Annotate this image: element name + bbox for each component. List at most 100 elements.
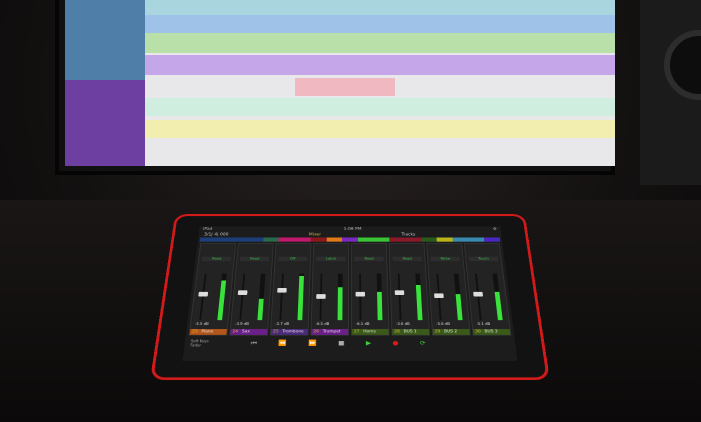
volume-fader[interactable] — [316, 273, 326, 321]
rewind-icon[interactable]: ⏪ — [278, 339, 288, 347]
volume-fader[interactable] — [277, 273, 287, 321]
volume-fader[interactable] — [198, 273, 209, 321]
track-number: 26 — [313, 329, 319, 334]
fader-cap[interactable] — [237, 290, 248, 295]
track-color-swatch[interactable] — [373, 237, 390, 242]
track-number: 24 — [232, 329, 239, 334]
track-color-swatch[interactable] — [405, 237, 422, 242]
volume-fader[interactable] — [434, 273, 444, 321]
track-name[interactable]: 26 Trumpet — [311, 329, 349, 335]
tab-mixer[interactable]: Mixer — [308, 232, 322, 237]
fader-cap[interactable] — [277, 287, 287, 293]
channel-strip: Read -6.1 dB 27 Horns — [350, 243, 390, 336]
track-color-swatch[interactable] — [436, 237, 453, 242]
daw-screen — [65, 0, 615, 166]
track-color-swatch[interactable] — [262, 237, 280, 242]
play-icon[interactable]: ▶ — [365, 339, 372, 347]
level-meter — [492, 273, 503, 321]
mixer-app: iPad 1:06 PM ⚙ 3/1| 4| 000 Mixer Tracks … — [182, 226, 518, 361]
stop-icon[interactable]: ■ — [338, 339, 345, 347]
automation-mode-button[interactable]: Write — [430, 256, 461, 262]
track-name[interactable]: 23 Piano — [189, 329, 227, 335]
volume-fader[interactable] — [394, 273, 405, 321]
track-color-swatch[interactable] — [247, 237, 264, 242]
record-icon[interactable]: ● — [392, 339, 399, 347]
track-name-label: Trumpet — [322, 329, 341, 334]
fader-button[interactable]: Fader — [190, 343, 202, 348]
ipad: iPad 1:06 PM ⚙ 3/1| 4| 000 Mixer Tracks … — [150, 214, 550, 380]
channel-strip: Latch -6.5 dB 26 Trumpet — [310, 243, 350, 336]
track-name-label: Trombone — [282, 329, 304, 334]
channel-strip: Read -3.9 dB 24 Sax — [229, 243, 274, 336]
automation-mode-button[interactable]: Read — [354, 256, 384, 262]
channel-strip: Read -3.6 dB 28 BUS 1 — [388, 243, 431, 336]
track-color-swatch[interactable] — [357, 237, 374, 242]
track-color-swatch[interactable] — [421, 237, 438, 242]
volume-readout: -5.5 dB — [194, 321, 209, 326]
return-to-zero-icon[interactable]: ⏮ — [250, 339, 258, 347]
track-name[interactable]: 24 Sax — [230, 329, 268, 335]
track-color-swatch[interactable] — [326, 237, 343, 242]
channel-strip: Touch -5.1 dB 30 BUS 3 — [463, 243, 512, 336]
track-color-swatch[interactable] — [231, 237, 248, 242]
automation-mode-button[interactable]: Read — [239, 256, 270, 262]
automation-mode-button[interactable]: Off — [278, 256, 308, 262]
device-label: iPad — [202, 227, 213, 232]
track-color-bar[interactable] — [199, 237, 501, 242]
tab-tracks[interactable]: Tracks — [401, 232, 416, 237]
track-name[interactable]: 29 BUS 2 — [432, 329, 470, 335]
fader-cap[interactable] — [198, 292, 209, 297]
level-meter — [415, 273, 423, 321]
fader-cap[interactable] — [394, 290, 405, 295]
track-name[interactable]: 27 Horns — [351, 329, 389, 335]
level-meter — [297, 273, 305, 321]
fader-cap[interactable] — [316, 294, 326, 299]
fader-cap[interactable] — [434, 293, 444, 298]
track-number: 28 — [394, 329, 400, 334]
track-name-label: Horns — [363, 329, 376, 334]
track-color-swatch[interactable] — [215, 237, 232, 242]
channel-strip: Read -5.5 dB 23 Piano — [188, 243, 237, 336]
automation-mode-button[interactable]: Read — [392, 256, 422, 262]
track-color-swatch[interactable] — [278, 237, 295, 242]
level-meter — [453, 273, 463, 321]
track-color-swatch[interactable] — [294, 237, 311, 242]
track-number: 23 — [191, 329, 198, 334]
track-color-swatch[interactable] — [389, 237, 406, 242]
channel-strip: Write -5.6 dB 29 BUS 2 — [426, 243, 471, 336]
volume-fader[interactable] — [355, 273, 365, 321]
loop-icon[interactable]: ⟳ — [419, 339, 426, 347]
channel-strip: Off -2.7 dB 25 Trombone — [269, 243, 312, 336]
track-color-swatch[interactable] — [484, 237, 501, 242]
fast-forward-icon[interactable]: ⏩ — [308, 339, 317, 347]
track-color-swatch[interactable] — [452, 237, 469, 242]
track-name[interactable]: 28 BUS 1 — [392, 329, 430, 335]
transport-bar: Soft Keys Fader ⏮ ⏪ ⏩ ■ ▶ ● ⟳ — [184, 337, 516, 349]
volume-readout: -5.6 dB — [436, 321, 451, 326]
level-meter — [337, 273, 343, 321]
track-name-label: Sax — [241, 329, 250, 334]
automation-mode-button[interactable]: Latch — [316, 256, 346, 262]
volume-fader[interactable] — [237, 273, 248, 321]
fader-cap[interactable] — [473, 292, 484, 297]
counter: 3/1| 4| 000 — [203, 232, 229, 237]
gear-icon[interactable]: ⚙ — [492, 227, 498, 232]
track-name-label: Piano — [201, 329, 214, 334]
clock: 1:06 PM — [343, 227, 362, 232]
track-color-swatch[interactable] — [310, 237, 327, 242]
volume-readout: -5.1 dB — [476, 321, 491, 326]
track-color-swatch[interactable] — [468, 237, 485, 242]
track-color-swatch[interactable] — [342, 237, 358, 242]
track-color-swatch[interactable] — [199, 237, 216, 242]
channel-strips: Read -5.5 dB 23 Piano Read -3.9 dB 24 Sax Of… — [186, 242, 515, 338]
fader-cap[interactable] — [355, 292, 365, 297]
track-name-label: BUS 1 — [403, 329, 417, 334]
automation-mode-button[interactable]: Read — [201, 256, 232, 262]
automation-mode-button[interactable]: Touch — [468, 256, 499, 262]
volume-fader[interactable] — [473, 273, 484, 321]
track-number: 25 — [272, 329, 279, 334]
track-name-label: BUS 2 — [444, 329, 458, 334]
track-number: 30 — [475, 329, 481, 334]
track-name[interactable]: 25 Trombone — [270, 329, 308, 335]
track-name[interactable]: 30 BUS 3 — [473, 329, 511, 335]
